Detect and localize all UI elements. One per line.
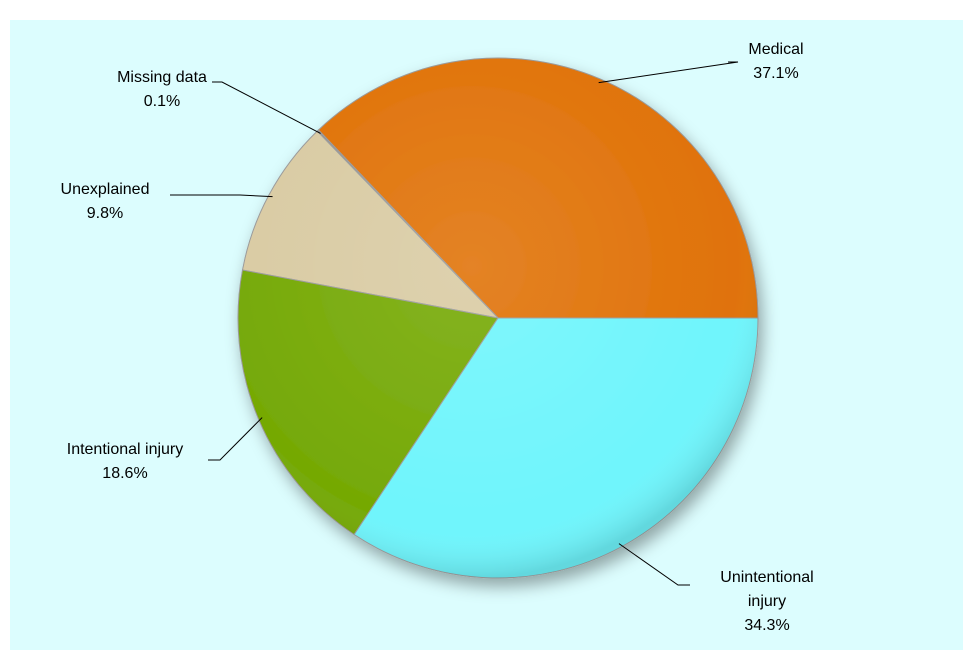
data-label: Unexplained 9.8% — [61, 178, 150, 226]
pie — [237, 57, 759, 579]
leader-line — [208, 417, 263, 461]
leader-line — [212, 81, 321, 134]
data-label: Intentional injury 18.6% — [67, 438, 184, 486]
label-value: 34.3% — [744, 617, 790, 634]
label-name: Medical — [748, 41, 804, 58]
label-value: 18.6% — [102, 465, 148, 482]
label-name: Missing data — [117, 69, 207, 86]
leader-line — [618, 543, 690, 586]
leaders — [170, 61, 739, 586]
leader-line — [170, 194, 273, 198]
data-label: Missing data 0.1% — [117, 66, 207, 114]
label-name: Intentional injury — [66, 441, 184, 458]
leader-line — [598, 61, 739, 84]
label-name: Unexplained — [60, 181, 150, 198]
data-label: Unintentional injury 34.3% — [707, 566, 827, 638]
label-name: Unintentional injury — [720, 569, 814, 610]
label-value: 37.1% — [753, 65, 799, 82]
label-value: 0.1% — [143, 93, 181, 110]
label-value: 9.8% — [86, 205, 124, 222]
data-label: Medical 37.1% — [748, 38, 803, 86]
